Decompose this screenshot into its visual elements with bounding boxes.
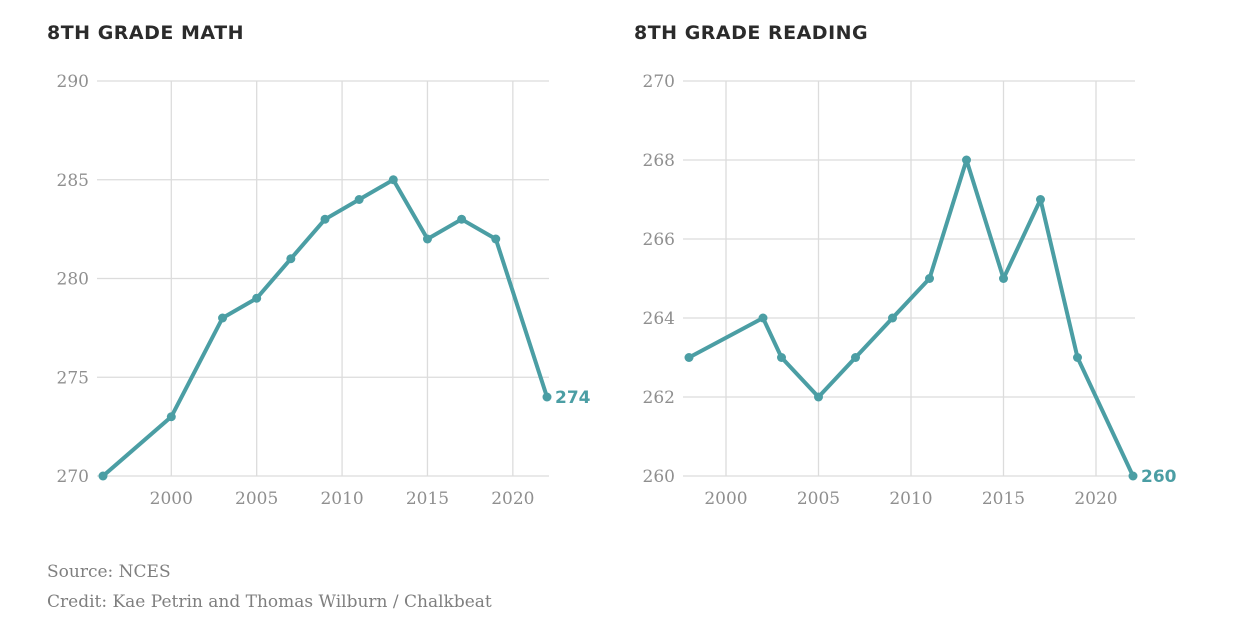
reading-x-tick-label: 2015 bbox=[982, 489, 1025, 509]
reading-x-tick-label: 2010 bbox=[889, 489, 932, 509]
math-x-tick-label: 2015 bbox=[406, 489, 449, 509]
reading-data-point bbox=[684, 353, 694, 362]
reading-x-tick-label: 2020 bbox=[1074, 489, 1117, 509]
reading-data-point bbox=[758, 313, 768, 323]
math-chart-title: 8TH GRADE MATH bbox=[47, 22, 244, 44]
reading-data-point bbox=[1073, 353, 1082, 362]
reading-data-point bbox=[1036, 195, 1045, 204]
math-data-point bbox=[422, 234, 432, 244]
math-data-point bbox=[98, 471, 108, 481]
math-x-tick-label: 2005 bbox=[235, 489, 278, 509]
reading-data-point bbox=[1128, 471, 1138, 481]
math-x-tick-label: 2010 bbox=[320, 489, 363, 509]
reading-x-tick-label: 2000 bbox=[704, 489, 747, 509]
math-series-line bbox=[101, 177, 549, 478]
math-y-tick-label: 280 bbox=[57, 270, 89, 290]
reading-series-line bbox=[687, 158, 1135, 478]
reading-end-label: 260 bbox=[1141, 467, 1177, 487]
math-end-label: 274 bbox=[555, 388, 591, 408]
math-data-point bbox=[491, 234, 501, 244]
math-data-point bbox=[542, 392, 552, 402]
math-x-tick-label: 2000 bbox=[150, 489, 193, 509]
reading-chart-title: 8TH GRADE READING bbox=[634, 22, 869, 44]
reading-y-tick-label: 270 bbox=[643, 72, 675, 92]
reading-y-tick-label: 266 bbox=[643, 230, 675, 250]
credit-note: Credit: Kae Petrin and Thomas Wilburn / … bbox=[47, 592, 492, 612]
math-y-tick-label: 290 bbox=[57, 72, 89, 92]
math-data-point bbox=[320, 214, 330, 224]
source-note: Source: NCES bbox=[47, 562, 171, 582]
math-data-point bbox=[457, 214, 467, 224]
reading-data-point bbox=[777, 353, 786, 362]
reading-data-point bbox=[814, 392, 823, 402]
reading-y-tick-label: 268 bbox=[643, 151, 675, 171]
reading-y-tick-label: 260 bbox=[643, 467, 675, 487]
math-x-tick-label: 2020 bbox=[491, 489, 534, 509]
reading-data-point bbox=[851, 353, 860, 362]
math-y-tick-label: 285 bbox=[57, 171, 89, 191]
math-data-point bbox=[388, 175, 398, 185]
reading-data-point bbox=[925, 274, 934, 283]
math-data-point bbox=[286, 254, 296, 264]
math-y-tick-label: 270 bbox=[57, 467, 89, 487]
math-data-point bbox=[252, 293, 262, 303]
reading-y-tick-label: 264 bbox=[643, 309, 675, 329]
math-data-point bbox=[166, 412, 176, 422]
math-data-point bbox=[218, 313, 228, 323]
reading-data-point bbox=[999, 274, 1008, 283]
math-data-point bbox=[354, 195, 364, 204]
reading-data-point bbox=[888, 313, 897, 323]
reading-x-tick-label: 2005 bbox=[797, 489, 840, 509]
math-y-tick-label: 275 bbox=[57, 368, 89, 388]
reading-y-tick-label: 262 bbox=[643, 388, 675, 408]
reading-data-point bbox=[962, 155, 971, 165]
